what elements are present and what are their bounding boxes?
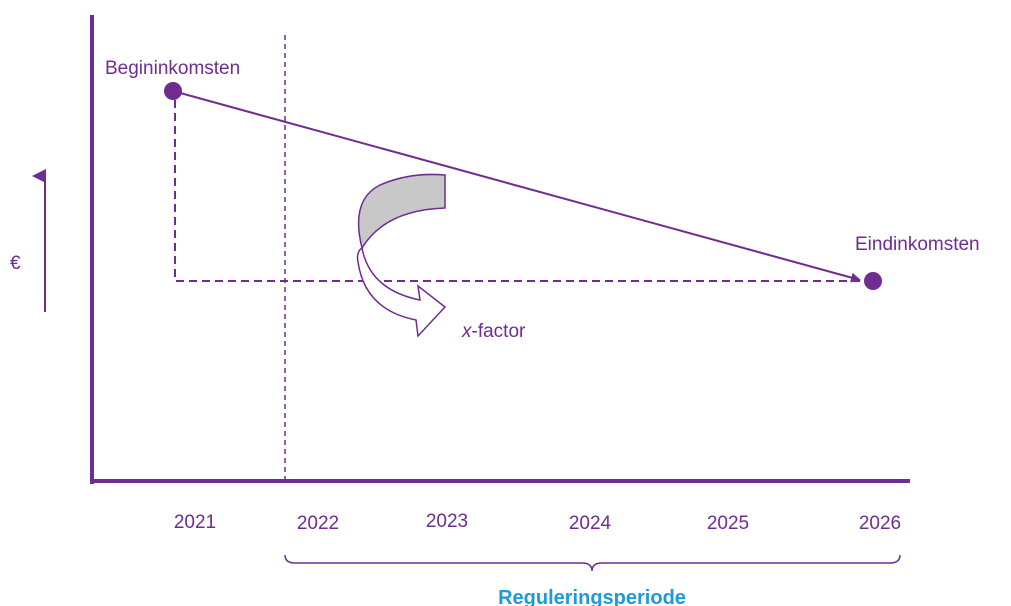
xfactor-italic: x <box>461 321 473 342</box>
end-label: Eindinkomsten <box>855 234 980 255</box>
dashed-guide <box>174 100 862 282</box>
start-label: Begininkomsten <box>105 58 240 79</box>
period-label: Reguleringsperiode <box>498 587 686 606</box>
end-point <box>864 272 882 290</box>
year-label: 2022 <box>297 513 339 534</box>
year-label: 2025 <box>707 513 749 534</box>
year-label: 2024 <box>569 513 612 534</box>
year-label: 2023 <box>426 511 468 532</box>
year-label: 2026 <box>859 513 901 534</box>
xfactor-label: x-factor <box>461 321 526 342</box>
income-line <box>172 90 861 283</box>
period-brace <box>284 554 901 572</box>
xfactor-rest: -factor <box>472 321 527 342</box>
currency-label: € <box>10 253 21 274</box>
xfactor-curve <box>357 173 446 250</box>
xfactor-arrow <box>356 246 447 338</box>
start-point <box>164 82 182 100</box>
year-label: 2021 <box>174 512 216 533</box>
year-labels: 2021 2022 2023 2024 2025 2026 <box>174 511 901 534</box>
